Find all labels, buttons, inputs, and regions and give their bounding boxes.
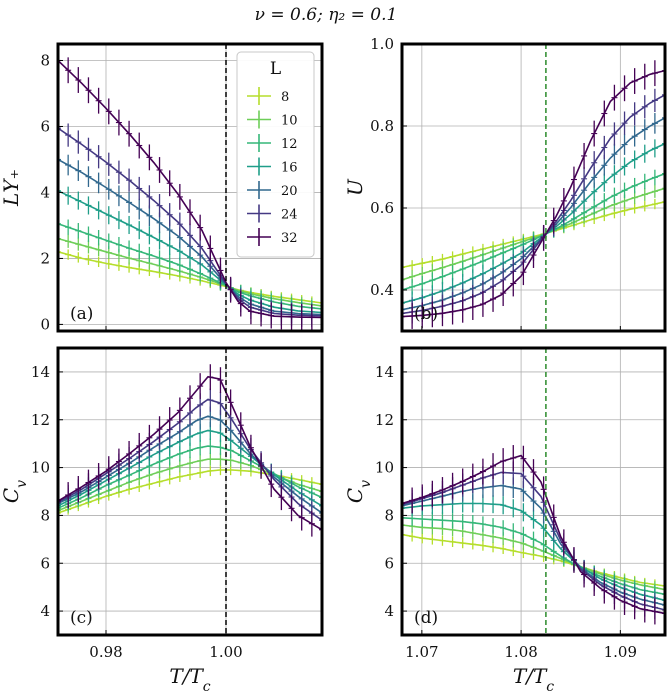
- legend-label: 20: [281, 184, 298, 199]
- series-line-L24: [58, 398, 322, 521]
- y-tick-label: 0.6: [370, 199, 394, 217]
- series-line-L24: [58, 127, 322, 317]
- panel-letter: (b): [414, 304, 438, 324]
- y-tick-label: 12: [31, 411, 50, 429]
- panel-letter: (d): [414, 608, 438, 628]
- legend-box: [236, 51, 315, 258]
- y-tick-label: 14: [375, 363, 394, 381]
- legend-entry-L10: 10: [247, 110, 298, 129]
- series-line-L12: [402, 517, 665, 596]
- axes-frame: [56, 42, 324, 333]
- legend-label: 10: [281, 114, 298, 129]
- panel-d: 1.07 1.08 1.09 4 6 8 10 12 14 (d) Cv T/Tc: [343, 346, 667, 695]
- legend: L8 10 12 16 20 24 32: [236, 51, 315, 258]
- y-tick-label: 8: [40, 506, 50, 524]
- series-line-L20: [402, 117, 665, 311]
- series-L16: [402, 134, 665, 313]
- series-line-L20: [58, 158, 322, 316]
- panel-letter: (c): [70, 608, 93, 628]
- legend-title: L: [270, 59, 281, 79]
- series-line-L8: [58, 251, 322, 304]
- x-tick-label: 1.00: [209, 643, 242, 661]
- series-line-L32: [58, 59, 322, 319]
- y-tick-label: 2: [40, 249, 50, 267]
- series-line-L24: [402, 94, 665, 315]
- series-L24: [402, 83, 665, 325]
- y-tick-label: 1.0: [370, 35, 394, 53]
- series-line-L16: [58, 429, 322, 507]
- legend-entry-L20: 20: [247, 181, 298, 199]
- legend-label: 32: [281, 231, 298, 246]
- panel-c: 0.98 1.00 4 6 8 10 12 14 (c) Cv T/Tc: [0, 346, 324, 695]
- y-tick-label: 4: [40, 602, 50, 620]
- y-tick-label: 8: [40, 51, 50, 69]
- series-line-L16: [402, 502, 665, 602]
- series-line-L12: [58, 223, 322, 310]
- series-line-L10: [402, 524, 665, 591]
- axes-frame: [400, 346, 667, 637]
- y-axis-label: LΥ₊: [0, 169, 23, 207]
- series-L20: [402, 107, 665, 321]
- axes-frame: [56, 346, 324, 637]
- x-tick-label: 1.08: [504, 643, 537, 661]
- legend-label: 24: [281, 208, 298, 223]
- legend-entry-L12: 12: [247, 134, 298, 152]
- plot-area: [402, 57, 665, 330]
- y-tick-label: 0: [40, 315, 50, 333]
- figure-suptitle: ν = 0.6; η₂ = 0.1: [255, 5, 398, 25]
- x-axis-label: T/Tc: [169, 664, 210, 695]
- series-line-L32: [402, 454, 665, 615]
- y-tick-label: 12: [375, 411, 394, 429]
- axes-frame: [400, 42, 667, 333]
- series-L32: [58, 364, 322, 543]
- series-line-L16: [58, 190, 322, 314]
- series-L32: [402, 445, 665, 627]
- series-line-L32: [402, 69, 665, 318]
- y-tick-label: 4: [40, 183, 50, 201]
- y-tick-label: 10: [31, 459, 50, 477]
- legend-label: 12: [281, 137, 298, 152]
- x-tick-label: 1.07: [405, 643, 438, 661]
- y-tick-label: 14: [31, 363, 50, 381]
- y-tick-label: 4: [384, 602, 394, 620]
- series-line-L32: [58, 375, 322, 531]
- y-tick-label: 6: [40, 554, 50, 572]
- y-tick-label: 0.8: [370, 117, 394, 135]
- legend-entry-L32: 32: [247, 228, 298, 246]
- series-line-L20: [402, 484, 665, 606]
- legend-entry-L24: 24: [247, 204, 298, 223]
- panel-letter: (a): [70, 304, 93, 324]
- series-L32: [58, 47, 322, 331]
- plot-area: [58, 364, 322, 543]
- legend-entry-L8: 8: [247, 87, 289, 105]
- x-axis-label: T/Tc: [513, 664, 554, 695]
- series-line-L10: [58, 237, 322, 307]
- legend-label: 8: [281, 90, 289, 105]
- y-tick-label: 8: [384, 506, 394, 524]
- y-axis-label: U: [343, 178, 367, 196]
- legend-entry-L16: 16: [247, 157, 298, 176]
- y-tick-label: 0.4: [370, 281, 394, 299]
- y-tick-label: 6: [384, 554, 394, 572]
- y-axis-label: Cv: [343, 480, 374, 503]
- y-axis-label: Cv: [0, 480, 30, 503]
- y-tick-label: 10: [375, 459, 394, 477]
- series-L32: [402, 57, 665, 330]
- series-line-L24: [402, 471, 665, 611]
- x-tick-label: 0.98: [89, 643, 122, 661]
- plot-area: [58, 47, 322, 331]
- plot-area: [402, 445, 665, 627]
- y-tick-label: 6: [40, 117, 50, 135]
- x-tick-label: 1.09: [604, 643, 637, 661]
- series-line-L8: [402, 533, 665, 587]
- panel-b: 0.4 0.6 0.8 1.0 (b) U: [343, 35, 667, 333]
- legend-label: 16: [281, 161, 298, 176]
- series-line-L16: [402, 142, 665, 304]
